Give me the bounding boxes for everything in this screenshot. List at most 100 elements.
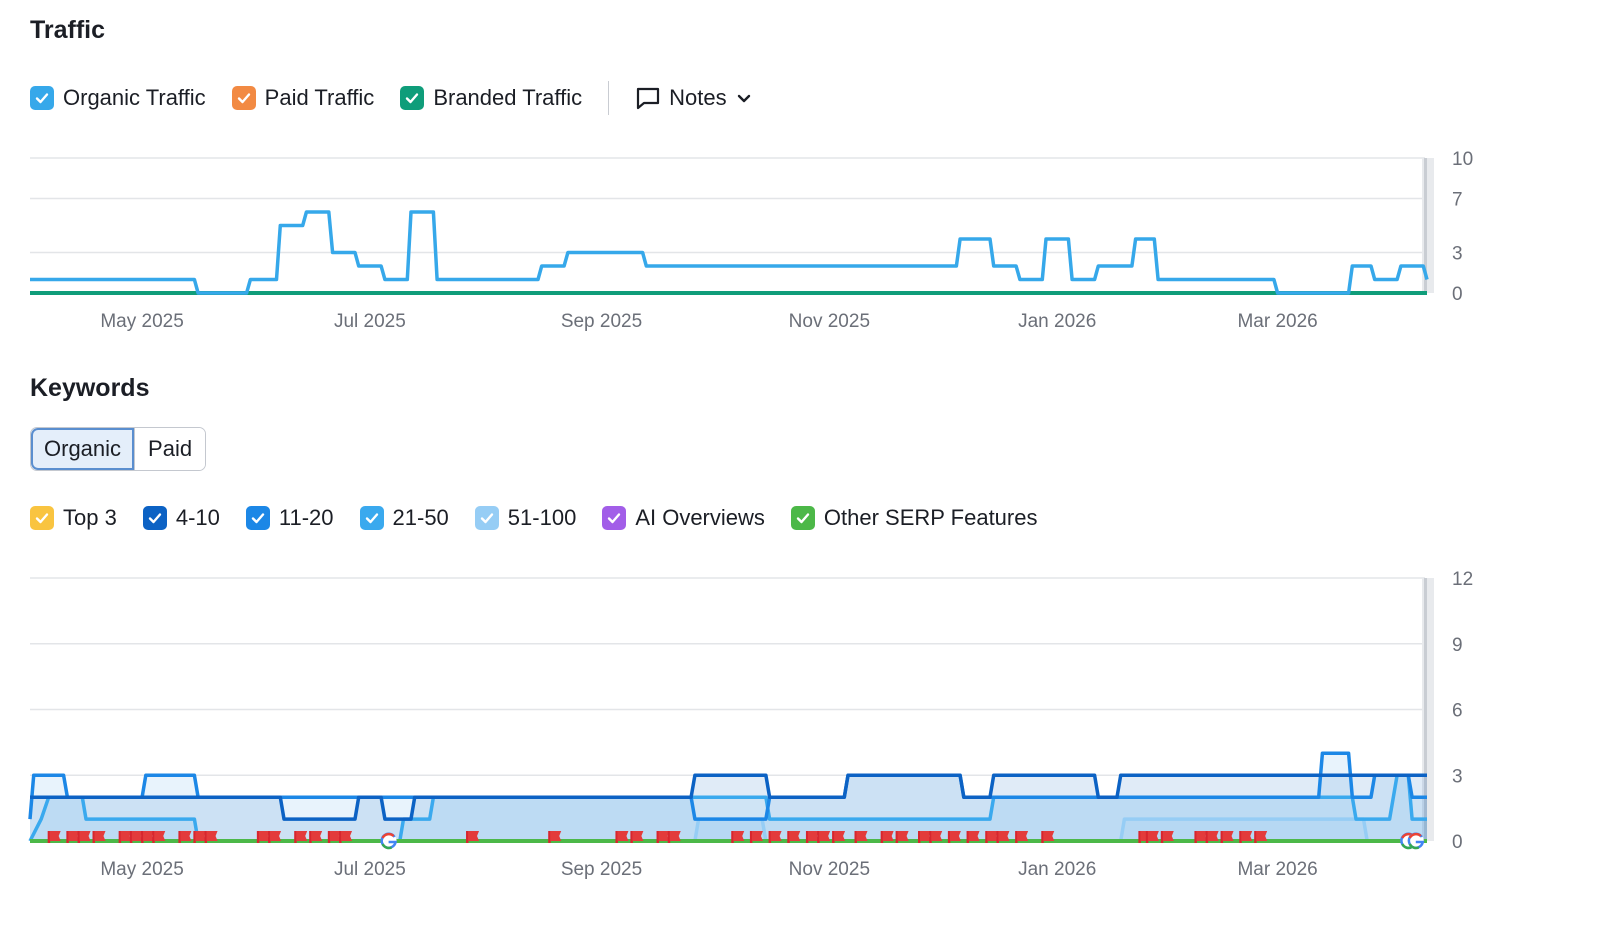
serp-flag-icon (193, 831, 207, 843)
legend-other-serp-features[interactable]: Other SERP Features (790, 505, 1038, 531)
serp-flag-icon (339, 831, 353, 843)
flag-body (1196, 831, 1208, 841)
legend-11-20[interactable]: 11-20 (245, 505, 334, 531)
flag-pole (731, 831, 734, 843)
serp-flag-icon (548, 831, 562, 843)
flag-pole (985, 831, 988, 843)
flag-body (751, 831, 763, 841)
flag-pole (1138, 831, 1141, 843)
flag-pole (327, 831, 331, 843)
legend-label: Top 3 (63, 505, 117, 530)
flag-body (998, 831, 1010, 841)
checkbox-checked-icon[interactable] (602, 506, 627, 530)
traffic-legend: Organic Traffic Paid Traffic Branded Tra… (30, 81, 753, 115)
flag-pole (895, 831, 899, 843)
serp-flag-icon (1194, 831, 1208, 843)
serp-flag-icon (47, 831, 61, 843)
checkbox-checked-icon[interactable] (790, 506, 815, 530)
serp-flag-icon (77, 831, 91, 843)
legend-ai-overviews[interactable]: AI Overviews (602, 505, 765, 531)
area-fill-21-50 (30, 775, 1427, 841)
serp-flag-icon (1205, 831, 1219, 843)
serp-flag-icon (141, 831, 155, 843)
flag-body (1241, 831, 1253, 841)
flag-pole (1194, 831, 1197, 843)
checkbox-checked-icon[interactable] (400, 86, 425, 110)
flag-body (1207, 831, 1219, 841)
flag-pole (1239, 831, 1242, 843)
tab-organic[interactable]: Organic (31, 428, 135, 470)
flag-body (1256, 831, 1268, 841)
legend-label: Paid Traffic (264, 85, 375, 110)
flag-pole (1220, 831, 1224, 843)
keywords-tab-group: Organic Paid (30, 427, 207, 471)
flag-pole (548, 831, 551, 843)
serp-flag-icon (268, 831, 282, 843)
legend-paid-traffic[interactable]: Paid Traffic (231, 85, 375, 111)
checkbox-checked-icon[interactable] (245, 506, 270, 530)
serp-flag-icon (832, 831, 846, 843)
flag-pole (193, 831, 196, 843)
serp-flag-icon (895, 831, 909, 843)
flag-pole (92, 831, 95, 843)
checkbox-checked-icon[interactable] (231, 86, 256, 110)
legend-label: 51-100 (507, 505, 577, 530)
serp-flag-icon (768, 831, 782, 843)
area-fill-4-10 (30, 775, 1427, 841)
x-tick-label: May 2025 (100, 859, 183, 880)
range-scrubber-handle (1424, 578, 1427, 841)
legend-label: Other SERP Features (823, 505, 1038, 530)
flag-body (79, 831, 91, 841)
legend-branded-traffic[interactable]: Branded Traffic (400, 85, 582, 111)
checkbox-checked-icon[interactable] (474, 506, 499, 530)
legend-organic-traffic[interactable]: Organic Traffic (30, 85, 206, 111)
google-icon-arc-green (381, 843, 393, 850)
flag-pole (656, 831, 660, 843)
serp-flag-icon (204, 831, 218, 843)
legend-4-10[interactable]: 4-10 (142, 505, 220, 531)
flag-body (195, 831, 207, 841)
checkbox-checked-icon[interactable] (30, 86, 54, 110)
flag-body (258, 831, 270, 841)
serp-flag-icon (918, 831, 931, 843)
checkbox-checked-icon[interactable] (359, 506, 384, 530)
legend-21-50[interactable]: 21-50 (359, 505, 449, 531)
serp-flag-icon (256, 831, 270, 843)
flag-pole (268, 831, 271, 843)
serp-flag-icon (1145, 831, 1159, 843)
checkbox-checked-icon[interactable] (30, 506, 54, 530)
checkbox-checked-icon[interactable] (142, 506, 167, 530)
flag-body (733, 831, 745, 841)
serp-flag-icon (1220, 831, 1234, 843)
x-tick-label: Nov 2025 (789, 859, 870, 880)
serp-flag-icon (466, 831, 480, 843)
flag-body (311, 831, 323, 841)
y-tick-label: 0 (1452, 284, 1463, 305)
flag-body (296, 831, 308, 841)
serp-flag-icon (118, 831, 132, 843)
serp-flag-icon (880, 831, 894, 843)
flag-body (49, 831, 61, 841)
tab-paid[interactable]: Paid (134, 428, 206, 470)
keywords-title: Keywords (30, 374, 150, 402)
flag-pole (615, 831, 618, 843)
flag-body (68, 831, 80, 841)
google-icon (380, 832, 398, 850)
flag-pole (966, 831, 970, 843)
flag-pole (47, 831, 51, 843)
flag-pole (787, 831, 790, 843)
flag-body (617, 831, 629, 841)
legend-51-100[interactable]: 51-100 (474, 505, 577, 531)
flag-pole (667, 831, 671, 843)
google-icon-arc-green (1401, 843, 1412, 850)
flag-body (920, 831, 931, 841)
flag-body (143, 831, 155, 841)
x-tick-label: May 2025 (100, 311, 183, 332)
flag-pole (141, 831, 144, 843)
flag-pole (768, 831, 772, 843)
y-tick-label: 0 (1452, 832, 1463, 853)
legend-label: Organic Traffic (63, 85, 206, 110)
flag-body (1043, 831, 1055, 841)
notes-dropdown[interactable]: Notes (635, 85, 752, 111)
legend-top-3[interactable]: Top 3 (30, 505, 117, 531)
